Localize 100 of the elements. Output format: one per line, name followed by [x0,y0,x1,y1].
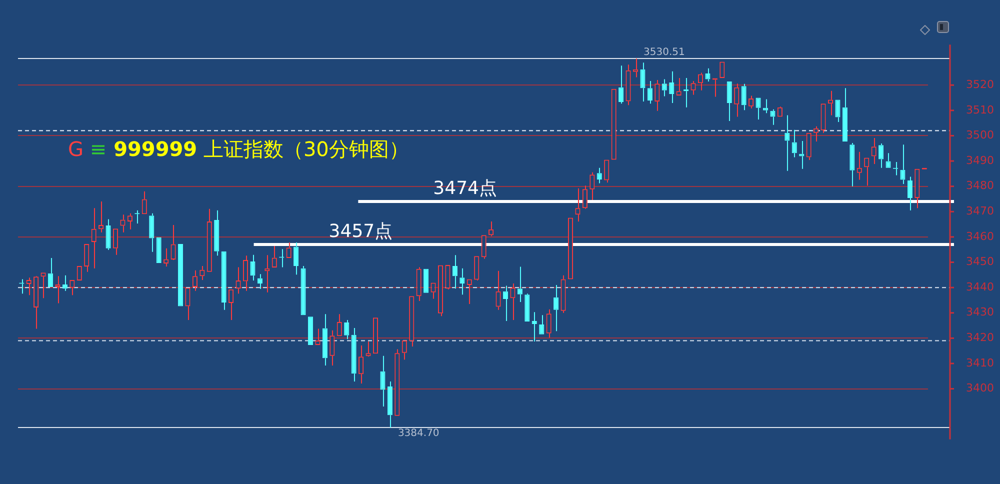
candlestick [510,283,516,320]
candlestick [192,270,198,292]
candlestick [741,83,746,111]
candlestick [907,176,912,211]
candlestick [55,276,60,304]
candlestick [34,276,39,330]
candlestick [402,340,407,360]
candlestick [250,254,256,281]
candlestick [474,256,480,281]
candlestick [286,242,292,258]
candlestick [864,158,870,186]
candlestick [871,137,876,165]
candlestick [850,142,855,187]
text: G ≡ 999999 上证指数（30分钟图） [68,137,409,161]
candlestick [294,242,299,276]
candlestick [604,160,610,184]
candlestick [814,126,819,142]
candlestick [632,58,638,78]
candlestick [560,274,566,314]
candlestick [84,244,90,272]
candlestick [149,212,154,252]
candlestick [366,340,371,356]
candlestick [106,218,111,250]
candlestick [856,151,862,180]
candlestick [40,272,46,299]
candlestick [62,274,68,292]
candlestick [792,129,797,158]
candlestick [698,72,704,91]
candlestick [214,210,220,256]
annotation: 3384.70 [398,428,440,440]
candlestick [554,284,559,332]
candlestick [112,228,118,256]
candlestick [835,100,840,123]
y-tick-label: 3430 [966,306,994,319]
candlestick [669,70,674,104]
candlestick [460,268,465,296]
candlestick [358,345,364,384]
candlestick [640,62,646,102]
candlestick [228,289,234,320]
candlestick [842,88,848,142]
candlestick [770,108,776,126]
candlestick [481,235,486,260]
y-tick-label: 3420 [966,331,994,344]
candlestick [647,80,652,104]
candlestick [878,143,884,168]
candlestick [387,380,392,428]
candlestick [91,208,96,269]
candlestick [48,257,54,288]
candlestick [546,308,552,338]
candlestick [590,172,595,200]
candlestick [654,80,660,112]
candlestick [242,255,248,292]
candlestick [344,319,350,340]
y-tick-label: 3500 [966,128,994,142]
candlestick [380,355,386,407]
y-tick-label: 3440 [966,280,994,294]
y-tick-label: 3400 [966,382,994,395]
y-tick-label: 3460 [966,230,994,243]
candlestick [539,314,544,334]
candlestick [416,266,422,302]
candlestick [322,314,328,366]
annotation: 3530.51 [644,47,685,58]
candlestick [900,144,906,185]
candlestick [626,64,631,106]
candlestick [445,265,450,290]
candlestick [705,68,710,82]
y-tick-label: 3450 [966,255,994,268]
candlestick [336,314,342,336]
candlestick [777,106,782,117]
candlestick [142,190,147,214]
candlestick [272,246,277,268]
candlestick [185,288,190,320]
candlestick [221,251,226,310]
y-tick-label: 3410 [966,356,994,370]
y-tick-label: 3470 [966,204,994,218]
y-tick-label: 3510 [966,103,994,116]
candlestick [596,167,602,184]
candlestick [496,270,501,310]
candlestick [784,114,790,172]
y-tick-label: 3490 [966,154,994,167]
candlestick [170,224,176,260]
candlestick [582,185,588,210]
candlestick [300,266,306,316]
candlestick [618,65,624,104]
candlestick [438,265,444,317]
candlestick [430,282,436,300]
candlestick [886,152,891,168]
candlestick [726,82,732,122]
candlestick [330,330,335,366]
candlestick [734,83,740,118]
candlestick [662,78,667,97]
y-tick-label: 3520 [966,78,994,91]
candlestick [409,296,414,348]
candlestick [452,254,458,290]
candlestick [820,104,826,134]
candlestick [206,208,212,272]
candlestick [351,328,356,382]
candlestick [394,348,400,416]
candlestick [762,98,768,114]
candlestick [532,312,537,342]
